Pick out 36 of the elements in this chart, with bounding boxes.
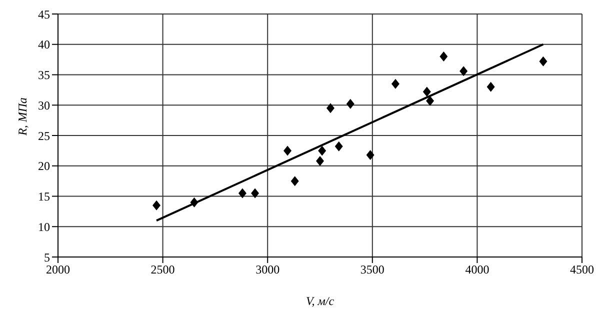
- point: [326, 103, 334, 114]
- x-tick-label: 2500: [150, 262, 175, 277]
- point: [251, 188, 260, 198]
- y-tick-label: 5: [44, 250, 50, 264]
- x-tick-label: 4000: [465, 262, 490, 277]
- point: [426, 96, 434, 106]
- y-tick-label: 10: [38, 220, 50, 234]
- x-tick-label: 2000: [46, 262, 70, 277]
- point: [539, 56, 548, 66]
- point: [238, 188, 246, 198]
- y-tick-label: 45: [38, 7, 50, 22]
- point: [316, 156, 324, 166]
- y-tick-label: 25: [38, 128, 50, 143]
- y-tick-label: 30: [38, 98, 50, 112]
- point: [440, 52, 448, 62]
- y-tick-label: 35: [38, 68, 50, 82]
- y-tick-label: 15: [38, 190, 50, 204]
- x-tick-label: 4500: [570, 262, 594, 277]
- point: [318, 146, 326, 156]
- point: [422, 86, 431, 97]
- x-tick-label: 3000: [256, 262, 280, 277]
- point: [346, 98, 354, 109]
- y-tick-label: 40: [38, 38, 50, 52]
- point: [334, 141, 343, 152]
- point: [284, 146, 292, 156]
- point: [152, 200, 161, 210]
- y-axis-title: R, МПа: [15, 98, 30, 136]
- x-tick-label: 3500: [360, 262, 384, 277]
- x-axis-title: V, м/с: [306, 294, 335, 308]
- point: [190, 197, 198, 208]
- point: [366, 150, 374, 160]
- point: [460, 66, 468, 76]
- point: [290, 176, 299, 186]
- point: [391, 78, 400, 89]
- y-tick-label: 20: [38, 159, 50, 174]
- point: [486, 82, 495, 92]
